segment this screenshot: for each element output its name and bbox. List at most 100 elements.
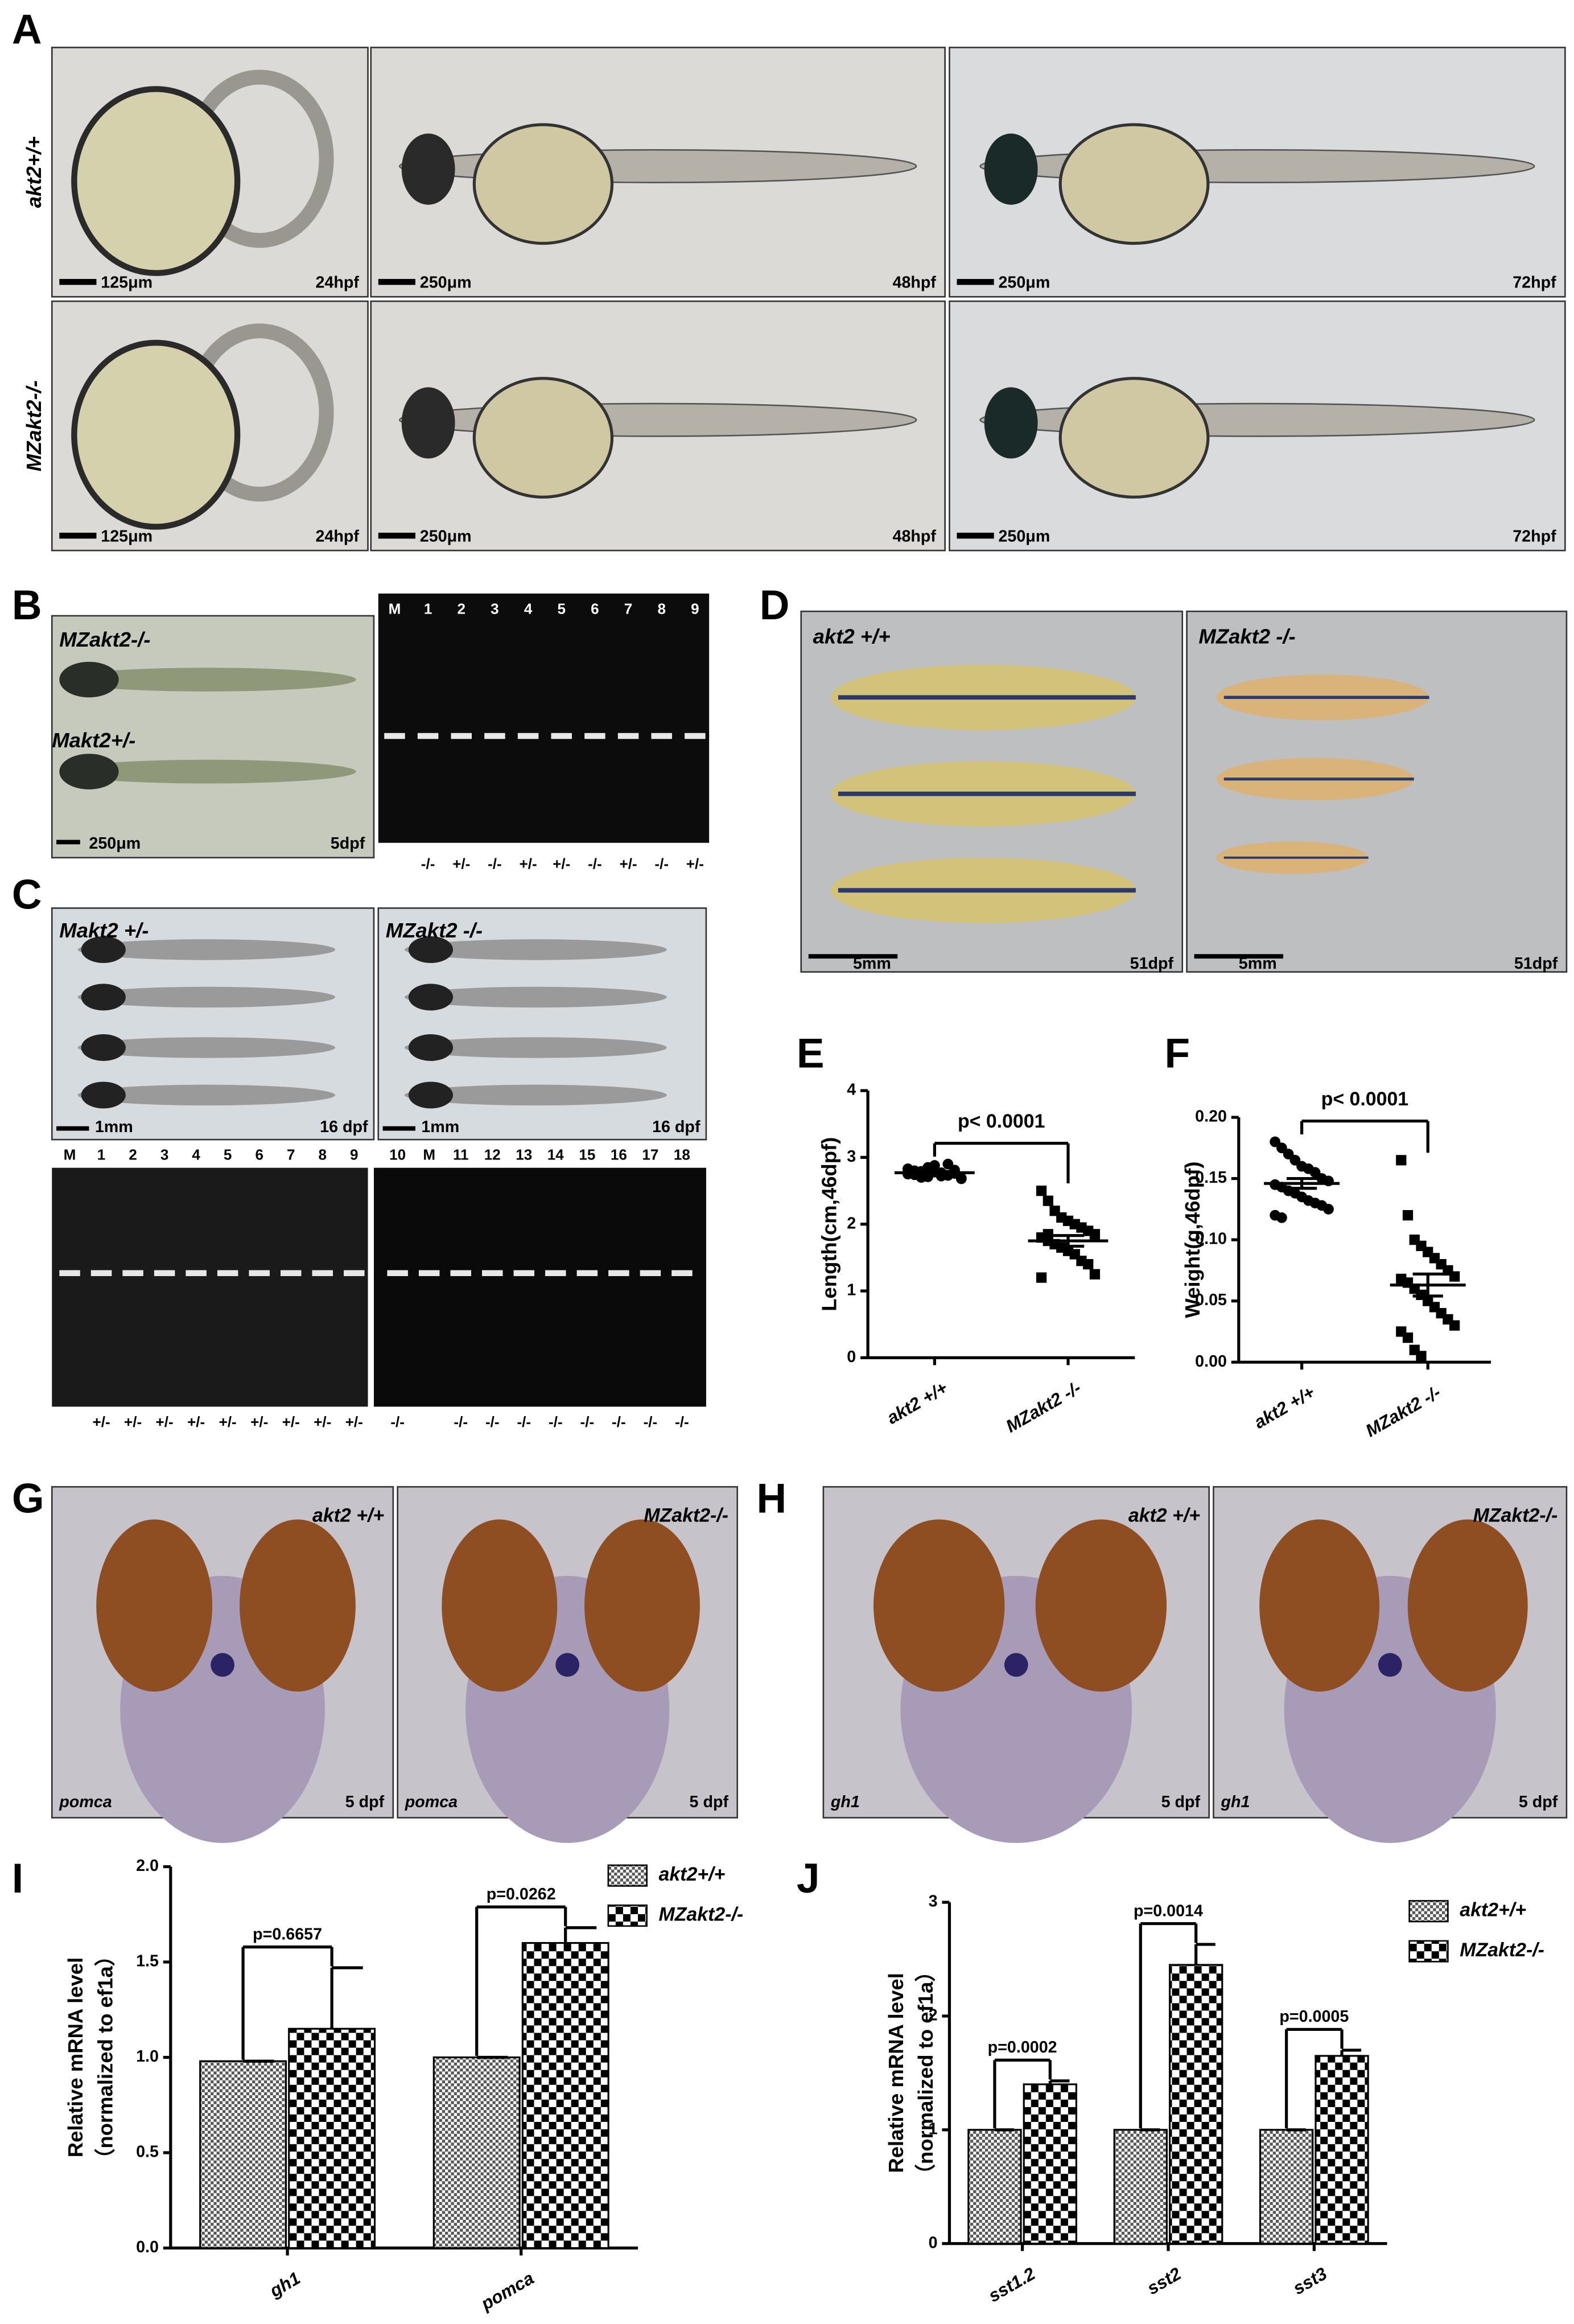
genotype-label: -/- — [390, 1413, 405, 1430]
panel-letter: C — [12, 871, 42, 918]
data-point — [1402, 1332, 1414, 1343]
data-point — [955, 1173, 967, 1184]
annotation: p=0.0014 — [1134, 1902, 1203, 1920]
annotation: p=0.0005 — [1279, 2008, 1349, 2026]
genotype-label: -/- — [517, 1413, 531, 1430]
scale-label: 1mm — [421, 1118, 459, 1136]
gel-band — [90, 1270, 112, 1276]
lane-label: 9 — [350, 1146, 359, 1163]
fish-label: akt2 +/+ — [1128, 1504, 1200, 1526]
fish-label: akt2 +/+ — [813, 625, 891, 648]
fish-label: MZakt2-/- — [1473, 1504, 1558, 1526]
eye — [584, 1519, 700, 1692]
genotype-label: +/- — [452, 855, 470, 873]
larva-head — [81, 936, 126, 963]
y-tick-label: 3 — [929, 1893, 938, 1911]
legend-label: akt2+/+ — [1460, 1899, 1526, 1921]
genotype-label: +/- — [553, 855, 570, 873]
embryo-yolk — [71, 339, 241, 530]
y-tick-label: 0.05 — [1195, 1291, 1227, 1309]
data-point — [1396, 1155, 1407, 1166]
lane-label: 1 — [424, 600, 432, 617]
lane-label: 16 — [611, 1146, 627, 1163]
genotype-label: -/- — [488, 855, 502, 873]
y-tick-label: 0 — [929, 2233, 938, 2252]
probe-label: gh1 — [830, 1793, 860, 1811]
gel-band — [217, 1270, 238, 1276]
stage-label: 48hpf — [893, 527, 937, 545]
stain — [211, 1653, 234, 1677]
scale-bar — [56, 840, 80, 845]
gel-band — [154, 1270, 175, 1276]
stain — [1004, 1653, 1028, 1677]
larva-body — [404, 986, 667, 1008]
scale-label: 250μm — [998, 527, 1050, 545]
lane-label: 4 — [524, 600, 533, 617]
larva-head — [408, 936, 454, 963]
data-point — [1323, 1203, 1334, 1215]
y-axis-label: （normalized to ef1a） — [914, 1961, 937, 2185]
bar — [288, 2027, 376, 2249]
eye — [442, 1519, 558, 1692]
annotation: p=0.6657 — [253, 1925, 322, 1943]
y-axis-label: Weight(g,46dpf) — [1181, 1162, 1204, 1318]
lane-label: 12 — [484, 1146, 501, 1163]
scale-bar — [957, 532, 994, 539]
genotype-label: +/- — [93, 1413, 110, 1430]
larva-head — [81, 984, 126, 1011]
data-point — [1036, 1185, 1047, 1196]
fish-label: Makt2+/- — [52, 729, 135, 752]
gel-band — [640, 1270, 661, 1276]
panel-letter: G — [12, 1476, 44, 1522]
gel-band — [384, 733, 405, 739]
legend-swatch — [607, 1905, 648, 1927]
y-axis-label: Relative mRNA level — [64, 1957, 87, 2157]
embryo-yolk — [71, 86, 241, 276]
probe-label: gh1 — [1221, 1793, 1250, 1811]
larva-yolk — [1058, 377, 1210, 499]
lane-label: 10 — [389, 1146, 406, 1163]
genotype-label: +/- — [345, 1413, 363, 1430]
genotype-label: +/- — [619, 855, 637, 873]
y-axis-label: Relative mRNA level — [884, 1973, 908, 2173]
data-point — [1416, 1351, 1427, 1362]
scale-label: 250μm — [420, 527, 472, 545]
bar — [1113, 2129, 1168, 2245]
y-tick-label: 3 — [847, 1147, 856, 1166]
gel — [373, 1167, 706, 1407]
larva-eye — [984, 387, 1038, 459]
eye — [96, 1519, 213, 1692]
lane-label: 5 — [224, 1146, 232, 1163]
eye — [240, 1519, 356, 1692]
gel-band — [545, 1270, 566, 1276]
gel-band — [671, 1270, 693, 1276]
probe-label: pomca — [405, 1793, 458, 1811]
scale-bar — [56, 1126, 89, 1131]
lane-label: 7 — [287, 1146, 295, 1163]
gel-band — [280, 1270, 302, 1276]
scale-bar — [957, 279, 994, 285]
panel-letter: J — [797, 1856, 820, 1902]
x-tick-label: gh1 — [266, 2268, 304, 2302]
larva-body — [404, 939, 667, 960]
genotype-label: -/- — [644, 1413, 658, 1430]
lane-label: 13 — [516, 1146, 532, 1163]
row-label: akt2+/+ — [22, 137, 46, 208]
larva-yolk — [1058, 123, 1210, 245]
y-tick-label: 0.15 — [1195, 1169, 1227, 1187]
larva-yolk — [472, 377, 614, 499]
scale-label: 125μm — [101, 527, 153, 545]
lane-label: 6 — [591, 600, 599, 617]
annotation: p< 0.0001 — [1321, 1088, 1409, 1110]
larva-head — [59, 661, 119, 698]
gel-band — [617, 733, 639, 739]
eye — [1407, 1519, 1528, 1692]
gel-band — [387, 1270, 408, 1276]
larva-body — [404, 1084, 667, 1106]
larva-head — [408, 984, 454, 1011]
probe-label: pomca — [59, 1793, 112, 1811]
gel-band — [59, 1270, 80, 1276]
gel-band — [482, 1270, 503, 1276]
lane-label: 3 — [491, 600, 499, 617]
